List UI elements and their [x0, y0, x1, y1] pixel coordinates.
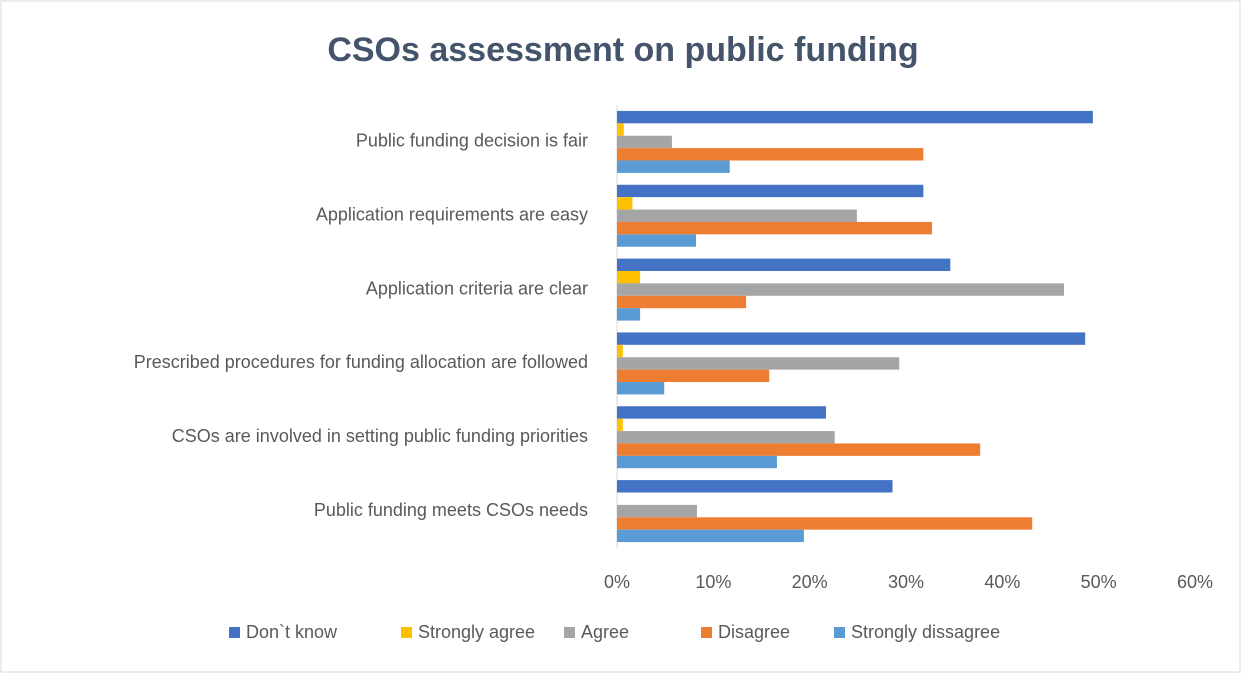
y-tick-label: Public funding meets CSOs needs [314, 500, 588, 520]
bar [617, 504, 697, 518]
bar [617, 443, 981, 456]
bar [617, 431, 835, 444]
bar [617, 148, 924, 161]
legend-swatch [564, 627, 575, 638]
x-tick-label: 40% [984, 572, 1020, 592]
bar [617, 283, 1064, 296]
bar [617, 332, 1086, 345]
legend-swatch [701, 627, 712, 638]
legend-label: Disagree [718, 622, 790, 642]
bar [617, 382, 665, 395]
bar [617, 529, 804, 543]
bar [617, 135, 672, 149]
bar [617, 270, 641, 284]
x-tick-label: 60% [1177, 572, 1213, 592]
bar [617, 455, 777, 469]
legend-label: Strongly agree [418, 622, 535, 642]
bar [617, 295, 747, 309]
bar [617, 517, 1033, 530]
bar [617, 209, 857, 222]
y-tick-label: CSOs are involved in setting public fund… [172, 426, 588, 446]
bar [617, 258, 951, 271]
legend-label: Don`t know [246, 622, 338, 642]
chart-title: CSOs assessment on public funding [327, 31, 918, 69]
x-tick-label: 0% [604, 572, 630, 592]
bar [617, 308, 641, 321]
bar [617, 197, 633, 210]
bar [617, 123, 624, 136]
legend-swatch [834, 627, 845, 638]
y-tick-label: Public funding decision is fair [356, 131, 588, 151]
x-tick-label: 30% [888, 572, 924, 592]
y-tick-label: Application requirements are easy [316, 205, 588, 225]
legend-swatch [229, 627, 240, 638]
bar [617, 357, 900, 370]
bar [617, 221, 933, 235]
bar [617, 369, 770, 383]
legend-swatch [401, 627, 412, 638]
bar [617, 406, 827, 419]
bar [617, 344, 623, 358]
y-tick-label: Application criteria are clear [366, 278, 588, 298]
y-tick-label: Prescribed procedures for funding alloca… [134, 352, 588, 372]
bar [617, 184, 924, 198]
bar [617, 480, 893, 493]
bar [617, 234, 696, 247]
bar [617, 418, 623, 432]
x-tick-label: 50% [1081, 572, 1117, 592]
x-tick-label: 10% [695, 572, 731, 592]
legend-label: Strongly dissagree [851, 622, 1000, 642]
bar [617, 110, 1093, 124]
legend-label: Agree [581, 622, 629, 642]
x-tick-label: 20% [792, 572, 828, 592]
bar [617, 160, 730, 173]
